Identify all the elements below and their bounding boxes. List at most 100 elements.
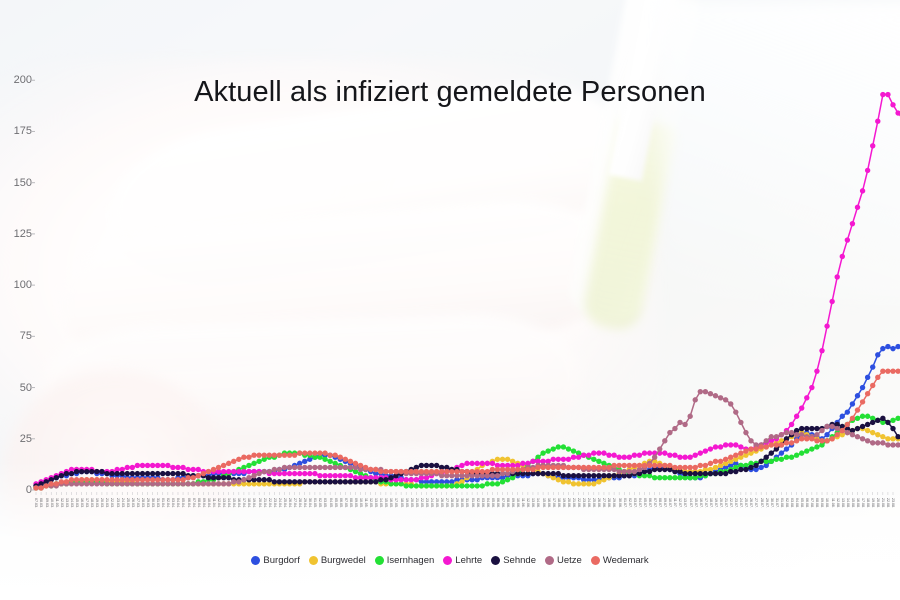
x-axis-tick-label: 28.03.	[140, 498, 145, 508]
data-point	[601, 464, 607, 471]
data-point	[418, 462, 425, 469]
data-point	[43, 483, 49, 489]
data-point	[352, 460, 359, 467]
x-axis-tick-label: 16.08.	[855, 498, 860, 508]
data-point	[352, 479, 359, 485]
legend-item-sehnde[interactable]: Sehnde	[491, 555, 536, 566]
data-point	[48, 481, 54, 487]
data-point	[804, 395, 810, 401]
legend-label: Uetze	[556, 555, 582, 566]
data-point	[854, 393, 861, 399]
data-point	[408, 483, 414, 489]
data-point	[545, 458, 551, 465]
data-point	[165, 470, 171, 477]
data-point	[327, 458, 333, 465]
data-point	[499, 479, 506, 485]
data-point	[509, 462, 516, 469]
data-point	[464, 468, 470, 475]
legend-item-uetze[interactable]: Uetze	[544, 555, 582, 566]
data-point	[479, 483, 485, 489]
data-point	[520, 470, 526, 477]
data-point	[875, 374, 881, 381]
x-axis-tick-label: 24.04.	[277, 498, 282, 508]
data-point	[596, 450, 602, 456]
data-point	[550, 446, 556, 452]
data-point	[545, 470, 551, 477]
x-axis-tick-label: 03.04.	[171, 498, 176, 508]
data-point	[864, 391, 871, 397]
data-point	[444, 483, 450, 489]
series-wedemark	[33, 368, 900, 491]
data-point	[296, 464, 303, 471]
data-point	[124, 464, 130, 471]
data-point	[84, 468, 90, 475]
legend-item-lehrte[interactable]: Lehrte	[443, 555, 482, 566]
data-point	[793, 413, 800, 419]
data-point	[291, 470, 298, 477]
legend-swatch-icon	[308, 556, 318, 565]
data-point	[99, 481, 105, 487]
x-axis-tick-label: 05.04.	[181, 498, 186, 508]
data-point	[149, 481, 156, 487]
x-axis-tick-label: 30.06.	[617, 498, 622, 508]
data-point	[768, 434, 774, 440]
x-axis-tick-label: 21.07.	[724, 498, 729, 508]
data-point	[864, 421, 871, 428]
data-point	[286, 452, 293, 458]
data-point	[880, 368, 886, 374]
data-point	[895, 368, 900, 374]
x-axis-tick-label: 27.03.	[135, 498, 140, 508]
data-point	[347, 472, 354, 479]
x-axis-tick-label: 30.07.	[769, 498, 774, 508]
data-point	[646, 450, 653, 456]
data-point	[373, 466, 379, 473]
x-axis-tick-label: 18.05.	[399, 498, 404, 508]
data-point	[474, 483, 480, 489]
x-axis-tick-label: 29.04.	[303, 498, 308, 508]
data-point	[540, 464, 546, 471]
data-point	[763, 444, 769, 450]
legend-swatch-icon	[590, 556, 600, 565]
x-axis-tick-label: 07.04.	[191, 498, 196, 508]
data-point	[342, 472, 349, 479]
data-point	[728, 401, 734, 407]
data-point	[667, 466, 673, 473]
data-point	[327, 452, 333, 458]
x-axis-tick-label: 12.06.	[526, 498, 531, 508]
data-point	[312, 464, 318, 471]
data-point	[657, 446, 663, 452]
x-axis-tick-label: 17.04.	[242, 498, 247, 508]
data-point	[682, 464, 688, 471]
x-axis-tick-label: 18.04.	[247, 498, 252, 508]
data-point	[565, 446, 572, 452]
legend-item-burgdorf[interactable]: Burgdorf	[251, 555, 300, 566]
data-point	[611, 466, 617, 473]
data-point	[109, 477, 115, 483]
data-point	[722, 464, 729, 471]
data-point	[525, 466, 531, 473]
data-point	[707, 391, 714, 397]
data-point	[677, 454, 683, 460]
data-point	[494, 462, 501, 469]
data-point	[809, 384, 815, 391]
data-point	[509, 466, 516, 473]
data-point	[753, 442, 759, 448]
data-point	[484, 460, 491, 467]
legend-item-wedemark[interactable]: Wedemark	[590, 555, 649, 566]
data-point	[449, 468, 455, 475]
data-point	[890, 345, 896, 352]
data-point	[63, 479, 70, 485]
data-point	[788, 421, 795, 428]
legend-item-burgwedel[interactable]: Burgwedel	[308, 555, 366, 566]
data-point	[317, 472, 323, 479]
data-point	[347, 458, 354, 465]
data-point	[880, 345, 886, 352]
x-axis-tick-label: 04.04.	[176, 498, 181, 508]
legend-item-isernhagen[interactable]: Isernhagen	[374, 555, 434, 566]
data-point	[332, 460, 338, 467]
data-point	[763, 454, 769, 460]
data-point	[611, 472, 617, 479]
x-axis-tick-label: 20.06.	[566, 498, 571, 508]
page-title: Aktuell als infiziert gemeldete Personen	[194, 76, 706, 108]
data-point	[261, 456, 267, 462]
